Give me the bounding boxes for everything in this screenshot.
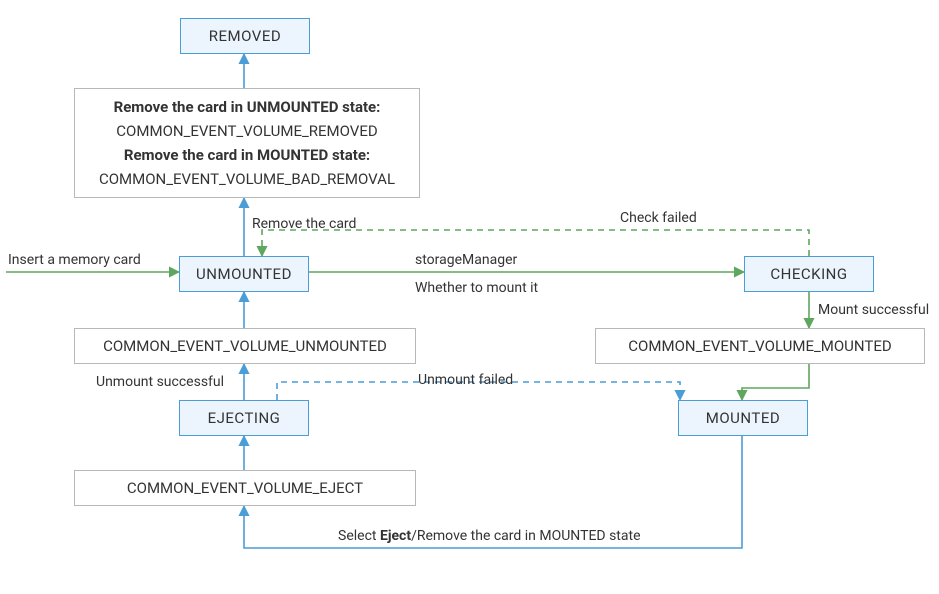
state-diagram: REMOVED Remove the card in UNMOUNTED sta… [0, 0, 939, 594]
panel-line: COMMON_EVENT_VOLUME_REMOVED [116, 119, 377, 143]
state-ejecting: EJECTING [179, 400, 309, 436]
state-label: CHECKING [770, 264, 847, 285]
state-checking: CHECKING [744, 256, 874, 292]
state-label: UNMOUNTED [196, 264, 292, 285]
panel-line: COMMON_EVENT_VOLUME_BAD_REMOVAL [99, 167, 395, 191]
state-mounted: MOUNTED [678, 400, 808, 436]
state-label: REMOVED [209, 26, 281, 47]
edge-label: Insert a memory card [8, 252, 141, 268]
edge-label: Unmount successful [96, 374, 224, 390]
event-label: COMMON_EVENT_VOLUME_UNMOUNTED [103, 336, 387, 357]
edge-label: Mount successful [818, 302, 929, 318]
panel-line: Remove the card in UNMOUNTED state: [114, 95, 381, 119]
state-unmounted: UNMOUNTED [179, 256, 309, 292]
event-volume-eject: COMMON_EVENT_VOLUME_EJECT [74, 470, 416, 506]
edge-label: Whether to mount it [415, 280, 538, 296]
state-label: MOUNTED [706, 408, 780, 429]
removal-events-panel: Remove the card in UNMOUNTED state:COMMO… [74, 88, 420, 198]
edge-checking_to_unmounted_fail [262, 230, 809, 256]
edge-label: storageManager [415, 252, 517, 268]
event-label: COMMON_EVENT_VOLUME_EJECT [127, 478, 363, 499]
edge-label: Remove the card [252, 216, 356, 232]
edge-ev_mounted_to_mounted [742, 364, 809, 400]
event-label: COMMON_EVENT_VOLUME_MOUNTED [628, 336, 891, 357]
event-volume-unmounted: COMMON_EVENT_VOLUME_UNMOUNTED [74, 328, 416, 364]
state-label: EJECTING [208, 408, 281, 429]
panel-line: Remove the card in MOUNTED state: [124, 143, 370, 167]
edge-label: Check failed [620, 210, 697, 226]
edge-label: Select Eject/Remove the card in MOUNTED … [338, 528, 641, 544]
edge-label: Unmount failed [418, 372, 513, 388]
state-removed: REMOVED [180, 18, 310, 54]
event-volume-mounted: COMMON_EVENT_VOLUME_MOUNTED [595, 328, 925, 364]
